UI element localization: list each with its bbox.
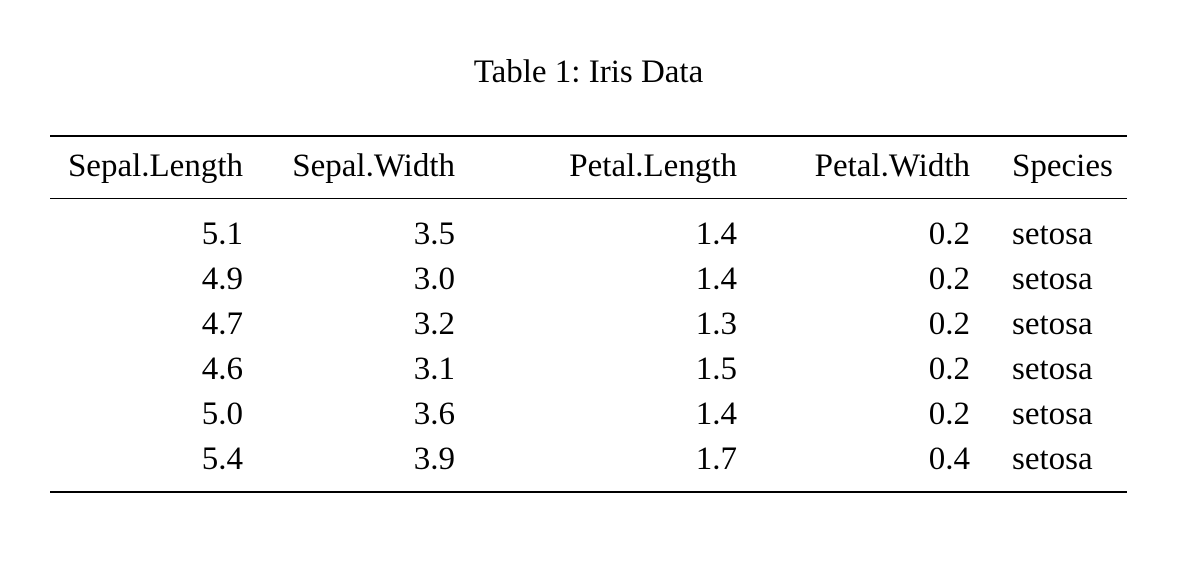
table-row: 4.7 3.2 1.3 0.2 setosa (50, 302, 1127, 347)
table-cell: 1.4 (695, 216, 737, 252)
table-cell: 0.2 (928, 306, 970, 342)
table-cell: 1.4 (695, 396, 737, 432)
table-row: 5.1 3.5 1.4 0.2 setosa (50, 199, 1127, 258)
table-cell: 0.2 (928, 216, 970, 252)
table-cell: 1.5 (695, 351, 737, 387)
table-cell: 0.2 (928, 351, 970, 387)
table-cell: setosa (1012, 216, 1093, 252)
table-row: 4.9 3.0 1.4 0.2 setosa (50, 257, 1127, 302)
table-cell: 4.9 (201, 261, 243, 297)
table-cell: 0.2 (928, 261, 970, 297)
column-header-species: Species (1012, 148, 1113, 184)
table-cell: 5.1 (201, 216, 243, 252)
table-cell: 3.5 (413, 216, 455, 252)
table-cell: 0.4 (928, 441, 970, 477)
table-cell: 3.9 (413, 441, 455, 477)
table-row: 5.4 3.9 1.7 0.4 setosa (50, 437, 1127, 492)
table-cell: 1.7 (695, 441, 737, 477)
table-cell: 3.1 (413, 351, 455, 387)
table-cell: 0.2 (928, 396, 970, 432)
column-header-petal-length: Petal.Length (569, 148, 737, 184)
table-cell: 4.7 (201, 306, 243, 342)
column-header-sepal-length: Sepal.Length (67, 148, 243, 184)
table-row: 4.6 3.1 1.5 0.2 setosa (50, 347, 1127, 392)
table-cell: 4.6 (201, 351, 243, 387)
table-cell: 3.2 (413, 306, 455, 342)
table-cell: setosa (1012, 351, 1093, 387)
table-cell: setosa (1012, 396, 1093, 432)
table-caption: Table 1: Iris Data (473, 54, 704, 90)
table-cell: 5.0 (201, 396, 243, 432)
column-header-petal-width: Petal.Width (814, 148, 970, 184)
table-cell: 1.4 (695, 261, 737, 297)
table-row: 5.0 3.6 1.4 0.2 setosa (50, 392, 1127, 437)
table-cell: 3.0 (413, 261, 455, 297)
table-cell: setosa (1012, 261, 1093, 297)
table-cell: setosa (1012, 306, 1093, 342)
table-cell: 5.4 (201, 441, 243, 477)
table-cell: 1.3 (695, 306, 737, 342)
header-row: Sepal.Length Sepal.Width Petal.Length Pe… (50, 136, 1127, 199)
iris-data-table: Sepal.Length Sepal.Width Petal.Length Pe… (50, 135, 1127, 493)
column-header-sepal-width: Sepal.Width (292, 148, 455, 184)
table-cell: setosa (1012, 441, 1093, 477)
table-cell: 3.6 (413, 396, 455, 432)
